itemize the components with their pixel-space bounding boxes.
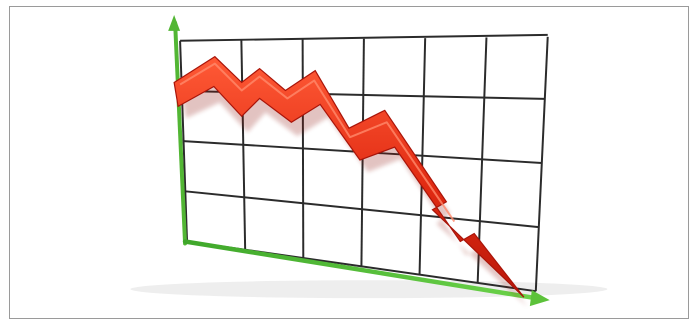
y-axis [168,14,188,246]
trend-arrow-shadow [182,72,528,308]
up-arrow-icon [168,14,181,31]
x-axis [182,239,550,307]
x-axis-line [182,239,539,301]
falling-trend-chart-image [130,14,608,308]
grid-horizontal-line [185,190,539,229]
illustration-frame [9,6,689,319]
right-arrow-icon [529,290,550,307]
grid-vertical-line [534,36,549,292]
grid-horizontal-line [180,33,548,42]
trend-arrow-highlight [179,62,456,223]
down-trend-arrow-icon [173,55,525,298]
y-axis-line [173,20,188,246]
